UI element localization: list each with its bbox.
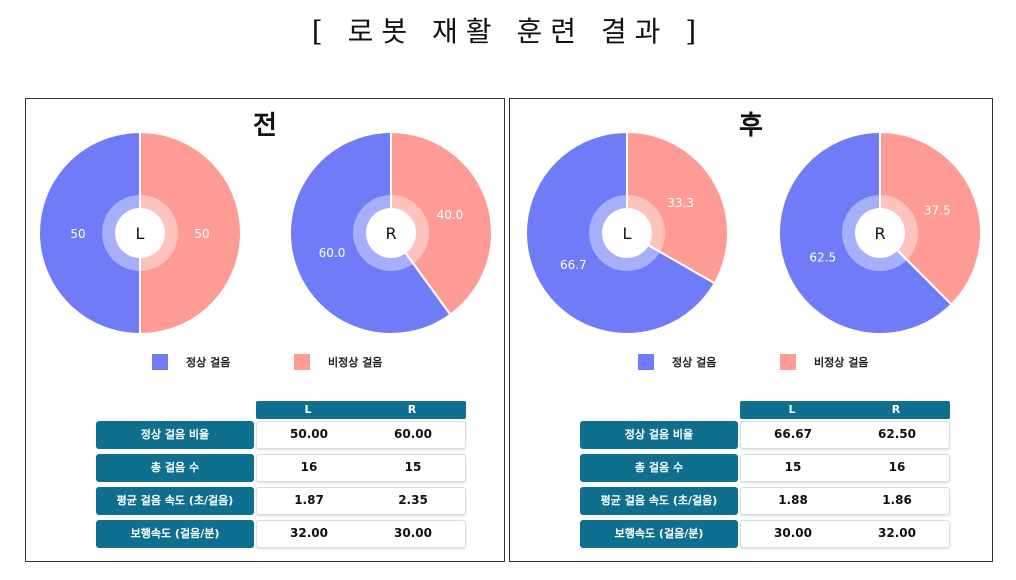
legend-label-abnormal: 비정상 걸음 <box>814 356 869 369</box>
value-r: 62.50 <box>878 427 916 441</box>
legend-swatch-normal <box>638 354 654 370</box>
panel-title-after: 후 <box>739 111 763 141</box>
pie-value-label: 50 <box>70 227 85 241</box>
header-r: R <box>891 403 901 416</box>
value-r: 15 <box>404 460 422 474</box>
table-row: 평균 걸음 속도 (초/걸음) 1.87 2.35 <box>96 487 466 515</box>
table-header: L R <box>740 401 950 419</box>
pie-center <box>602 208 652 258</box>
row-label: 정상 걸음 비율 <box>96 421 254 449</box>
value-r: 16 <box>888 460 906 474</box>
value-r: 30.00 <box>394 526 432 540</box>
pie-slice-abnormal <box>139 130 242 336</box>
after-panel: 후 L 33.3 66.7 R 37.5 62.5 정상 걸음 비정상 걸음 L R 정상… <box>509 98 993 562</box>
row-label: 평균 걸음 속도 (초/걸음) <box>96 487 254 515</box>
pie-value-label: 50 <box>194 227 209 241</box>
value-r: 1.86 <box>882 493 912 507</box>
row-values: 32.00 30.00 <box>256 520 466 548</box>
value-l: 1.88 <box>778 493 808 507</box>
row-label: 정상 걸음 비율 <box>580 421 738 449</box>
row-label: 총 걸음 수 <box>96 454 254 482</box>
header-r: R <box>407 403 417 416</box>
table-row: 보행속도 (걸음/분) 30.00 32.00 <box>580 520 950 548</box>
value-l: 16 <box>300 460 318 474</box>
panel-title-before: 전 <box>253 111 277 141</box>
legend-item-abnormal: 비정상 걸음 <box>294 354 382 370</box>
pie-slice-abnormal <box>626 130 729 285</box>
row-label: 보행속도 (걸음/분) <box>96 520 254 548</box>
after-pie-charts: L 33.3 66.7 R 37.5 62.5 <box>525 130 982 335</box>
row-values: 1.87 2.35 <box>256 487 466 515</box>
legend-label-normal: 정상 걸음 <box>672 356 717 369</box>
pie-slice-normal <box>38 130 141 336</box>
pie-value-label: 66.7 <box>560 258 587 272</box>
legend-label-normal: 정상 걸음 <box>186 356 231 369</box>
table-row: 평균 걸음 속도 (초/걸음) 1.88 1.86 <box>580 487 950 515</box>
pie-value-label: 62.5 <box>809 251 836 265</box>
row-values: 50.00 60.00 <box>256 421 466 449</box>
pie-center-label: L <box>136 224 145 243</box>
legend-swatch-abnormal <box>780 354 796 370</box>
pie-center-label: L <box>623 224 632 243</box>
table-row: 총 걸음 수 15 16 <box>580 454 950 482</box>
row-values: 15 16 <box>740 454 950 482</box>
pie-center <box>855 208 905 258</box>
row-values: 1.88 1.86 <box>740 487 950 515</box>
legend-item-normal: 정상 걸음 <box>638 354 716 370</box>
header-l: L <box>788 403 796 416</box>
pie-center-label: R <box>385 224 396 243</box>
pie-value-label: 33.3 <box>667 196 694 210</box>
value-l: 66.67 <box>774 427 812 441</box>
legend-label-abnormal: 비정상 걸음 <box>328 356 383 369</box>
header-l: L <box>304 403 312 416</box>
row-values: 30.00 32.00 <box>740 520 950 548</box>
pie-center-label: R <box>874 224 885 243</box>
before-pie-charts: L 50 50 R 40.0 60.0 <box>38 130 493 336</box>
row-label: 평균 걸음 속도 (초/걸음) <box>580 487 738 515</box>
table-row: 보행속도 (걸음/분) 32.00 30.00 <box>96 520 466 548</box>
value-l: 1.87 <box>294 493 324 507</box>
row-values: 16 15 <box>256 454 466 482</box>
legend-item-abnormal: 비정상 걸음 <box>780 354 868 370</box>
row-label: 보행속도 (걸음/분) <box>580 520 738 548</box>
legend-swatch-abnormal <box>294 354 310 370</box>
value-l: 50.00 <box>290 427 328 441</box>
table-header: L R <box>256 401 466 419</box>
pie-center <box>115 208 165 258</box>
legend-before: 정상 걸음 비정상 걸음 <box>26 354 504 374</box>
pie-value-label: 40.0 <box>437 208 464 222</box>
before-panel: 전 L 50 50 R 40.0 60.0 정상 걸음 비정상 걸음 L R 정상 걸음 … <box>25 98 505 562</box>
value-l: 15 <box>784 460 802 474</box>
pie-slice-abnormal <box>879 130 982 306</box>
pie-center <box>366 208 416 258</box>
value-r: 2.35 <box>398 493 428 507</box>
table-row: 정상 걸음 비율 50.00 60.00 <box>96 421 466 449</box>
legend-swatch-normal <box>152 354 168 370</box>
value-r: 32.00 <box>878 526 916 540</box>
pie-value-label: 60.0 <box>319 246 346 260</box>
row-values: 66.67 62.50 <box>740 421 950 449</box>
value-l: 32.00 <box>290 526 328 540</box>
pie-value-label: 37.5 <box>924 203 951 217</box>
row-label: 총 걸음 수 <box>580 454 738 482</box>
page-title: [ 로봇 재활 훈련 결과 ] <box>311 15 705 48</box>
table-row: 총 걸음 수 16 15 <box>96 454 466 482</box>
legend-item-normal: 정상 걸음 <box>152 354 230 370</box>
table-row: 정상 걸음 비율 66.67 62.50 <box>580 421 950 449</box>
legend-after: 정상 걸음 비정상 걸음 <box>510 354 992 374</box>
pie-slice-abnormal <box>390 130 493 317</box>
value-r: 60.00 <box>394 427 432 441</box>
value-l: 30.00 <box>774 526 812 540</box>
